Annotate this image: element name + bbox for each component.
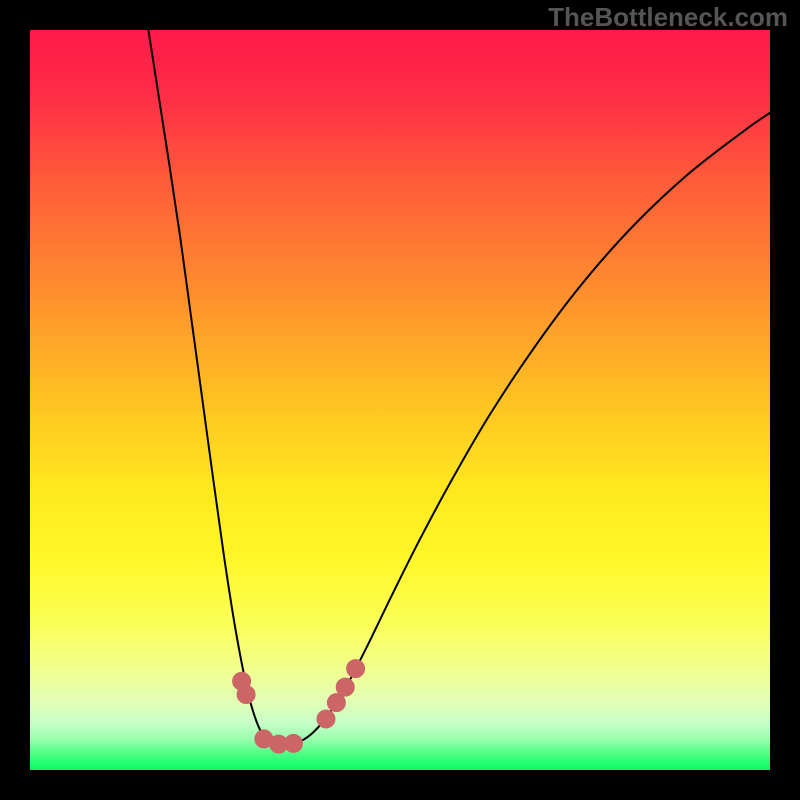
marker-point [336,678,354,696]
marker-point [317,710,335,728]
figure-root: TheBottleneck.com [0,0,800,800]
marker-point [327,694,345,712]
watermark-text: TheBottleneck.com [548,2,788,33]
marker-point [347,660,365,678]
plot-area [30,30,770,770]
curve-right-branch [279,113,770,744]
curve-left-branch [148,30,278,744]
marker-point [237,686,255,704]
curve-layer [30,30,770,770]
marker-point [284,734,302,752]
